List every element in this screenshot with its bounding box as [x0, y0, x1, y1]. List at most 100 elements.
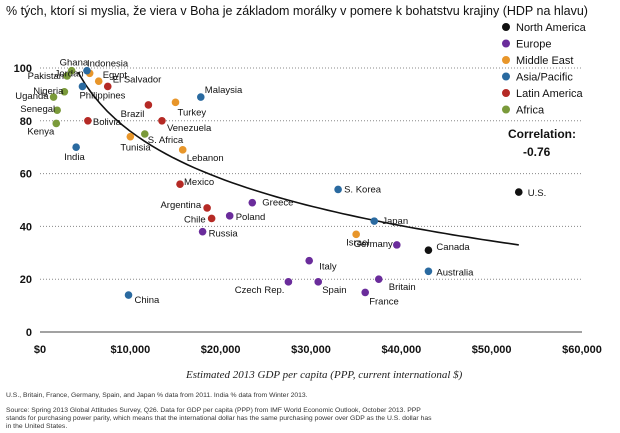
point-india: [72, 143, 80, 151]
legend-marker: [502, 105, 510, 114]
label-venezuela: Venezuela: [167, 123, 212, 134]
label-nigeria: Nigeria: [33, 86, 64, 97]
point-s-africa: [140, 130, 149, 138]
legend-entry: North America: [516, 22, 587, 34]
point-france: [361, 288, 370, 297]
point-s-korea: [334, 185, 342, 194]
point-indonesia: [83, 66, 91, 75]
label-australia: Australia: [436, 267, 474, 278]
label-germany: Germany: [354, 239, 393, 250]
label-tunisia: Tunisia: [120, 143, 151, 154]
correlation-value: -0.76: [523, 145, 551, 159]
label-s-korea: S. Korea: [344, 184, 382, 195]
label-poland: Poland: [236, 212, 266, 223]
point-italy: [305, 256, 313, 265]
correlation-label: Correlation:: [508, 127, 576, 141]
label-pakistan: Pakistan: [28, 71, 64, 82]
y-tick-label: 60: [20, 169, 32, 181]
x-tick-label: $50,000: [472, 344, 512, 356]
label-chile: Chile: [184, 214, 206, 225]
point-senegal: [53, 106, 61, 115]
point-canada: [424, 246, 433, 254]
label-kenya: Kenya: [27, 126, 55, 137]
point-mexico: [176, 180, 184, 188]
label-brazil: Brazil: [121, 109, 145, 120]
y-tick-label: 0: [26, 327, 32, 339]
point-germany: [393, 241, 401, 249]
x-tick-label: $60,000: [562, 344, 602, 356]
label-el-salvador: El Salvador: [113, 74, 162, 85]
label-u-s: U.S.: [528, 188, 546, 199]
point-brazil: [144, 101, 153, 109]
label-india: India: [64, 152, 85, 163]
y-tick-label: 80: [20, 116, 32, 128]
label-mexico: Mexico: [184, 177, 214, 188]
label-spain: Spain: [322, 285, 346, 296]
legend-entry: Europe: [516, 39, 551, 51]
label-malaysia: Malaysia: [205, 85, 243, 96]
y-tick-label: 40: [20, 221, 32, 233]
legend-entry: Asia/Pacific: [516, 72, 573, 84]
scatter-points: [49, 66, 523, 299]
label-greece: Greece: [262, 198, 293, 209]
y-tick-label: 100: [14, 63, 32, 75]
point-venezuela: [158, 117, 166, 125]
label-senegal: Senegal: [20, 104, 55, 115]
point-poland: [225, 212, 234, 220]
label-ghana: Ghana: [60, 58, 89, 69]
legend: North America Europe Middle East Asia/Pacif…: [502, 22, 587, 117]
point-el-salvador: [103, 82, 112, 91]
x-tick-label: $10,000: [110, 344, 150, 356]
label-france: France: [369, 296, 399, 307]
point-israel: [352, 230, 360, 239]
legend-marker: [502, 89, 510, 97]
point-argentina: [203, 204, 211, 212]
label-israel: Israel: [346, 237, 369, 248]
point-uganda: [49, 93, 58, 101]
label-russia: Russia: [209, 229, 239, 240]
gridlines: [40, 67, 582, 333]
x-tick-label: $30,000: [291, 344, 331, 356]
label-turkey: Turkey: [178, 107, 207, 118]
point-greece: [248, 198, 257, 207]
label-philippines: Philippines: [79, 90, 125, 101]
label-canada: Canada: [436, 242, 470, 253]
y-axis: 0 20 40 60 80 100: [14, 63, 32, 339]
point-philippines: [78, 82, 87, 91]
x-tick-label: $20,000: [201, 344, 241, 356]
label-jordan: Jordan: [55, 68, 84, 79]
legend-marker: [502, 39, 510, 48]
label-indonesia: Indonesia: [87, 59, 129, 70]
point-pakistan: [63, 72, 71, 80]
legend-entry: Africa: [516, 105, 545, 117]
point-spain: [314, 278, 323, 286]
footnote-1: U.S., Britain, France, Germany, Spain, a…: [6, 392, 308, 399]
point-labels: U.S. Canada Greece Poland Russia Germany Italy…: [15, 58, 546, 308]
legend-marker: [502, 72, 510, 81]
point-bolivia: [84, 117, 92, 125]
label-s-africa: S. Africa: [148, 135, 184, 146]
point-australia: [424, 267, 433, 276]
footnote-2: Source: Spring 2013 Global Attitudes Sur…: [6, 407, 421, 414]
x-tick-label: $40,000: [381, 344, 421, 356]
label-britain: Britain: [389, 282, 416, 293]
point-japan: [370, 217, 379, 225]
label-italy: Italy: [319, 262, 337, 273]
legend-marker: [502, 56, 510, 64]
label-uganda: Uganda: [15, 91, 49, 102]
point-china: [124, 291, 133, 299]
point-malaysia: [196, 93, 205, 101]
label-lebanon: Lebanon: [187, 153, 224, 164]
footnote-4: in the United States.: [6, 423, 67, 430]
trendline: [77, 71, 519, 246]
point-u-s: [514, 188, 523, 196]
point-britain: [374, 275, 383, 284]
point-ghana: [67, 66, 76, 75]
chart-title: % tých, ktorí si myslia, že viera v Boha…: [6, 4, 588, 18]
point-russia: [198, 227, 207, 236]
label-egypt: Egypt: [103, 70, 128, 81]
x-axis-label: Estimated 2013 GDP per capita (PPP, curr…: [185, 369, 463, 381]
point-chile: [207, 214, 216, 223]
label-czech-rep: Czech Rep.: [235, 285, 285, 296]
